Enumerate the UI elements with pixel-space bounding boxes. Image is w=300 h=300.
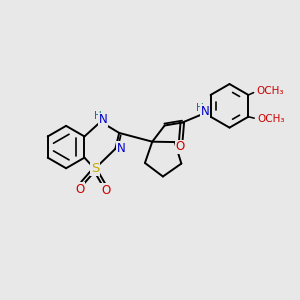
Text: S: S <box>91 162 99 175</box>
Text: O: O <box>101 184 111 197</box>
Text: OCH₃: OCH₃ <box>256 86 284 96</box>
Text: OCH₃: OCH₃ <box>257 114 285 124</box>
Text: O: O <box>75 183 85 196</box>
Text: O: O <box>176 140 185 154</box>
Text: N: N <box>99 113 107 127</box>
Text: N: N <box>117 142 126 155</box>
Text: H: H <box>196 103 203 113</box>
Text: H: H <box>94 111 102 122</box>
Text: N: N <box>201 105 210 118</box>
